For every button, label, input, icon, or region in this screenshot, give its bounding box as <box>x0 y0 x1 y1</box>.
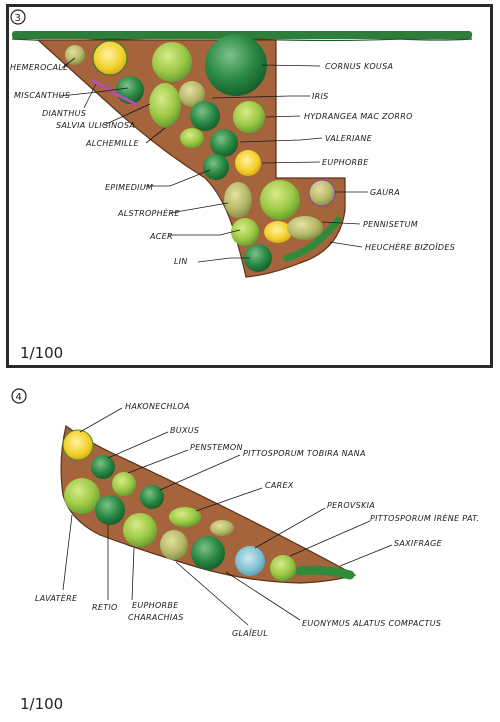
plan-3-labels: HEMEROCALE MISCANTHUS DIANTHUS SALVIA UL… <box>10 62 455 266</box>
label-alchemille: ALCHEMILLE <box>85 139 139 148</box>
label-euphorbe: EUPHORBE <box>132 601 179 610</box>
label-iris: IRIS <box>312 92 329 101</box>
plant-gaura <box>308 179 336 207</box>
plan-3-leader-lines <box>59 57 368 263</box>
plant-hakonechloa <box>62 429 94 461</box>
plant-salvia <box>179 81 205 107</box>
label-pennisetum: PENNISETUM <box>363 220 418 229</box>
label-salvia-uliginosa: SALVIA ULIGINOSA <box>56 121 135 130</box>
label-gaura: GAURA <box>370 188 400 197</box>
plan-4-labels: HAKONECHLOA BUXUS PENSTEMON PITTOSPORUM … <box>35 402 479 638</box>
plant-saxifrage <box>295 565 355 580</box>
label-perovskia: PEROVSKIA <box>327 501 375 510</box>
label-carex: CAREX <box>265 481 294 490</box>
plant-acer <box>231 218 259 246</box>
plant-euphorbe <box>235 150 261 176</box>
label-heuchere-bizoides: HEUCHÈRE BIZOÏDES <box>365 241 455 252</box>
plan-3-number: 3 <box>15 13 21 24</box>
plant-pennisetum <box>264 221 292 243</box>
plant-grass-yellow <box>92 40 128 76</box>
plant-epimedium <box>203 154 229 180</box>
plant-alchemille-2 <box>180 128 204 148</box>
plant-dianthus-edge <box>91 78 138 107</box>
plan-3-number-badge: 3 <box>10 9 26 25</box>
bed-4-plants <box>62 429 355 581</box>
plant-penstemon <box>112 472 136 496</box>
plant-valeriane <box>210 129 238 157</box>
bed-3-plants <box>65 34 342 272</box>
label-epimedium: EPIMEDIUM <box>105 183 153 192</box>
plant-iris <box>190 101 220 131</box>
label-buxus: BUXUS <box>170 426 199 435</box>
bed-plan-3 <box>36 39 346 278</box>
plant-shrub-dark <box>191 536 225 570</box>
label-penstemon: PENSTEMON <box>190 443 243 452</box>
label-dianthus: DIANTHUS <box>42 109 86 118</box>
plan-4-leader-lines <box>62 407 393 626</box>
plant-pittosporum-tobira <box>140 485 164 509</box>
label-miscanthus: MISCANTHUS <box>14 91 70 100</box>
label-saxifrage: SAXIFRAGE <box>394 539 443 548</box>
label-pittosporum-tobira-nana: PITTOSPORUM TOBIRA NANA <box>243 449 366 458</box>
plant-shrub-round <box>260 180 300 220</box>
plant-small-olive <box>210 520 234 536</box>
label-retio: RETIO <box>92 603 118 612</box>
plant-alstrophere <box>224 182 252 218</box>
label-hydrangea: HYDRANGEA MAC ZORRO <box>304 112 413 121</box>
plant-retio <box>95 495 125 525</box>
plant-lin <box>244 244 272 272</box>
label-euphorbe: EUPHORBE <box>322 158 369 167</box>
label-valeriane: VALERIANE <box>325 134 373 143</box>
plan-4-number-badge: 4 <box>11 388 27 404</box>
plan-4-scale: 1/100 <box>20 695 63 713</box>
plant-perovskia <box>235 546 265 576</box>
label-acer: ACER <box>149 232 173 241</box>
label-alstrophere: ALSTROPHÈRE <box>117 207 180 218</box>
label-cornus-kousa: CORNUS KOUSA <box>325 62 393 71</box>
plant-pennisetum-2 <box>287 216 323 240</box>
plant-alchemille <box>149 83 181 127</box>
label-lin: LIN <box>174 257 188 266</box>
label-characias: CHARACHIAS <box>128 613 184 622</box>
plan-3-scale: 1/100 <box>20 344 63 362</box>
plant-glaieul <box>160 530 188 560</box>
label-lavatere: LAVATÈRE <box>35 592 78 603</box>
label-hemerocale: HEMEROCALE <box>10 63 69 72</box>
plant-hemerocale <box>65 45 85 65</box>
plant-heuchere <box>283 216 342 262</box>
label-glaieul: GLAÏEUL <box>232 628 268 638</box>
plan-4-number: 4 <box>16 392 22 403</box>
label-euonymus-alatus: EUONYMUS ALATUS COMPACTUS <box>302 619 441 628</box>
label-hakonechloa: HAKONECHLOA <box>125 402 190 411</box>
plant-euphorbe-characias <box>123 513 157 547</box>
plant-pittosporum-irene <box>270 555 296 581</box>
plant-hydrangea <box>233 101 265 133</box>
plant-cornus-kousa <box>205 34 267 96</box>
plant-lavatere <box>64 478 100 514</box>
plant-carex <box>169 507 201 527</box>
plant-shrub-light <box>152 42 192 82</box>
label-pittosporum-irene: PITTOSPORUM IRÈNE PAT. <box>370 512 479 523</box>
plant-buxus <box>91 455 115 479</box>
